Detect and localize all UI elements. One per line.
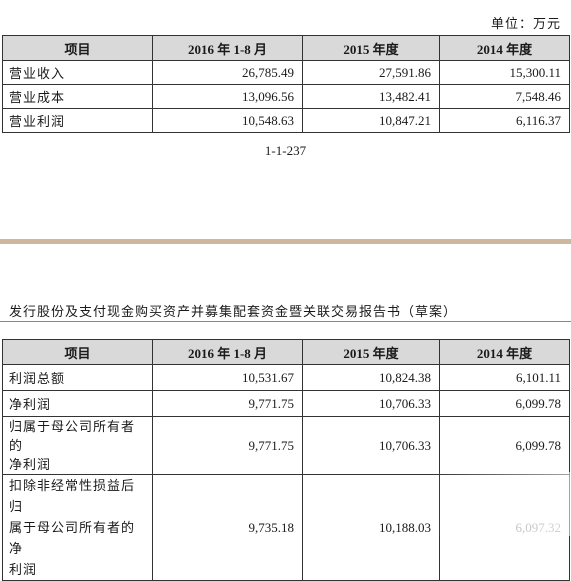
page-separator: [0, 239, 571, 244]
column-header-2015: 2015 年度: [302, 339, 440, 365]
cell-value: 9,771.75: [152, 390, 303, 417]
column-header-item: 项目: [2, 35, 153, 61]
table-row: 利润总额 10,531.67 10,824.38 6,101.11: [2, 364, 570, 391]
cell-value-faded: 6,097.32: [515, 520, 562, 535]
cell-value: 26,785.49: [152, 60, 303, 85]
cell-value: 13,096.56: [152, 84, 303, 109]
row-label: 利润总额: [2, 364, 153, 391]
financial-table-1: 项目 2016 年 1-8 月 2015 年度 2014 年度 营业收入 26,…: [2, 35, 570, 133]
cell-value: 10,847.21: [302, 108, 440, 133]
header-rule: [0, 321, 571, 322]
column-header-2014: 2014 年度: [439, 35, 570, 61]
table-row: 营业成本 13,096.56 13,482.41 7,548.46: [2, 84, 570, 109]
row-label: 营业利润: [2, 108, 153, 133]
table-row: 营业利润 10,548.63 10,847.21 6,116.37: [2, 108, 570, 133]
financial-table-2: 项目 2016 年 1-8 月 2015 年度 2014 年度 利润总额 10,…: [2, 339, 570, 581]
cell-value: 27,591.86: [302, 60, 440, 85]
cell-value: 10,531.67: [152, 364, 303, 391]
document-header: 发行股份及支付现金购买资产并募集配套资金暨关联交易报告书（草案）: [9, 304, 458, 319]
row-label-line: 归属于母公司所有者的: [9, 419, 136, 453]
table-header-row: 项目 2016 年 1-8 月 2015 年度 2014 年度: [2, 339, 570, 365]
column-header-2016-jan-aug: 2016 年 1-8 月: [152, 339, 303, 365]
row-label-line: 利润: [9, 562, 38, 577]
table-row: 净利润 9,771.75 10,706.33 6,099.78: [2, 390, 570, 417]
row-label-line: 属于母公司所有者的净: [9, 520, 136, 556]
cell-value: 9,735.18: [152, 474, 303, 581]
cell-value: 7,548.46: [439, 84, 570, 109]
row-label: 归属于母公司所有者的 净利润: [2, 416, 153, 475]
cell-value: 15,300.11: [439, 60, 570, 85]
cell-value: 9,771.75: [152, 416, 303, 475]
unit-label: 单位：万元: [490, 16, 561, 31]
cell-value: 13,482.41: [302, 84, 440, 109]
row-label: 净利润: [2, 390, 153, 417]
column-header-item: 项目: [2, 339, 153, 365]
cell-value: 10,188.03: [302, 474, 440, 581]
cell-value: 6,099.78: [439, 416, 570, 475]
table-row: 营业收入 26,785.49 27,591.86 15,300.11: [2, 60, 570, 85]
column-header-2014: 2014 年度: [439, 339, 570, 365]
column-header-2016-jan-aug: 2016 年 1-8 月: [152, 35, 303, 61]
cell-value: 6,097.32: [439, 474, 570, 581]
cell-value: 6,101.11: [439, 364, 570, 391]
row-label: 扣除非经常性损益后归 属于母公司所有者的净 利润: [2, 474, 153, 581]
page-number: 1-1-237: [264, 143, 307, 158]
row-label: 营业成本: [2, 84, 153, 109]
cell-value: 10,824.38: [302, 364, 440, 391]
cell-value: 10,706.33: [302, 416, 440, 475]
cell-value: 10,548.63: [152, 108, 303, 133]
row-label-line: 扣除非经常性损益后归: [9, 478, 136, 514]
cell-value: 10,706.33: [302, 390, 440, 417]
table-row: 归属于母公司所有者的 净利润 9,771.75 10,706.33 6,099.…: [2, 416, 570, 475]
table-header-row: 项目 2016 年 1-8 月 2015 年度 2014 年度: [2, 35, 570, 61]
column-header-2015: 2015 年度: [302, 35, 440, 61]
row-label-line: 净利润: [9, 457, 52, 472]
cell-value: 6,099.78: [439, 390, 570, 417]
cell-value: 6,116.37: [439, 108, 570, 133]
row-label: 营业收入: [2, 60, 153, 85]
table-row: 扣除非经常性损益后归 属于母公司所有者的净 利润 9,735.18 10,188…: [2, 474, 570, 581]
